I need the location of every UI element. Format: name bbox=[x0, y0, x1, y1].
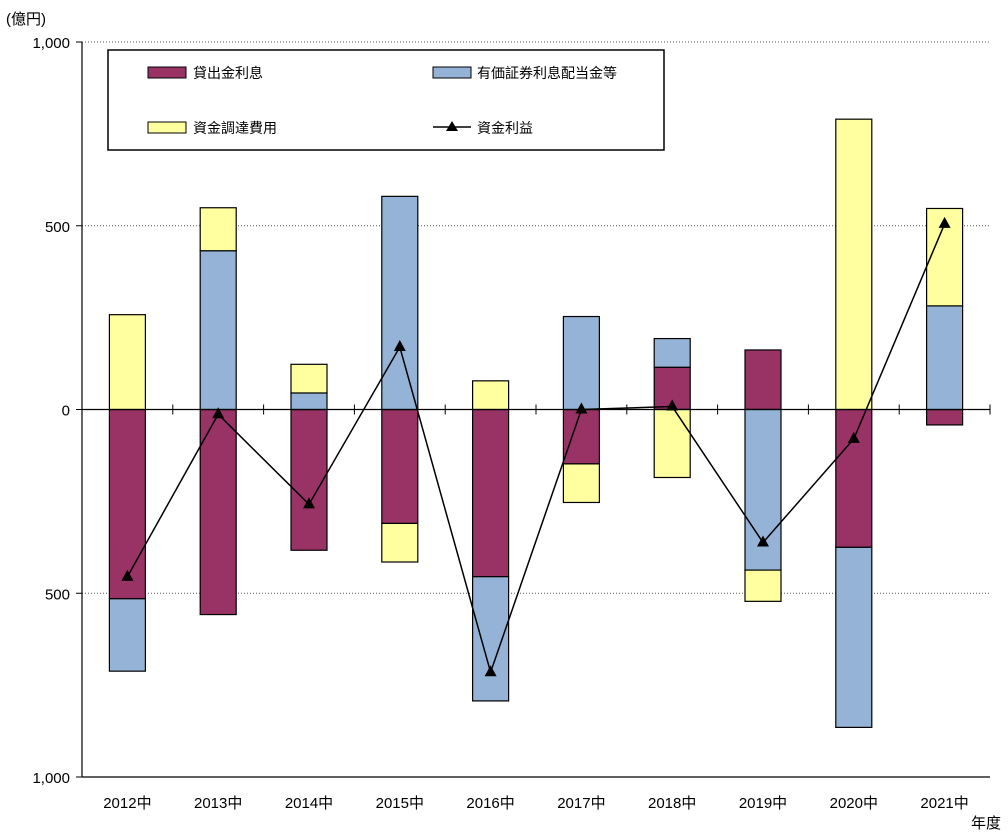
y-tick-label: 1,000 bbox=[32, 35, 70, 52]
legend-swatch-funding-cost bbox=[147, 121, 187, 134]
bar-segment bbox=[108, 598, 147, 672]
bar-series-group bbox=[108, 118, 964, 728]
line-marker bbox=[757, 535, 769, 547]
bar-segment bbox=[199, 408, 237, 616]
bar-segment bbox=[653, 408, 691, 479]
legend-label-securities-interest: 有価証券利息配当金等 bbox=[477, 65, 617, 81]
legend: 貸出金利息 有価証券利息配当金等 資金調達費用 資金利益 bbox=[107, 49, 665, 151]
bar-segment bbox=[381, 195, 419, 411]
bar-segment bbox=[925, 305, 964, 411]
bar-segment bbox=[653, 337, 691, 368]
bar-segment bbox=[744, 569, 782, 602]
line-marker bbox=[938, 216, 951, 228]
x-tick-label: 2021中 bbox=[920, 795, 968, 812]
x-tick-label: 2016中 bbox=[466, 795, 514, 812]
bar-segment bbox=[290, 408, 328, 551]
line-marker bbox=[575, 402, 588, 414]
x-tick-label: 2014中 bbox=[285, 795, 333, 812]
x-axis-label: 年度 bbox=[971, 815, 1001, 832]
x-tick-label: 2013中 bbox=[194, 795, 242, 812]
y-tick-label: 500 bbox=[45, 219, 70, 236]
line-marker bbox=[847, 431, 860, 443]
bar-segment bbox=[108, 408, 147, 600]
bar-segment bbox=[381, 522, 419, 563]
axes: 1,000 500 0 500 1,000 2012中 2013中 2014中 2015中 201… bbox=[32, 35, 991, 812]
line-marker bbox=[212, 407, 225, 419]
x-tick-label: 2017中 bbox=[557, 795, 605, 812]
line-marker bbox=[666, 399, 679, 411]
bar-segment bbox=[381, 408, 419, 525]
bar-segment bbox=[199, 207, 237, 252]
bar-segment bbox=[199, 250, 237, 411]
legend-label-net-interest: 資金利益 bbox=[477, 120, 533, 136]
bar-segment bbox=[472, 380, 510, 411]
bar-segment bbox=[562, 315, 601, 411]
x-tick-label: 2019中 bbox=[739, 795, 787, 812]
legend-label-loan-interest: 貸出金利息 bbox=[193, 65, 263, 81]
x-tick-label: 2020中 bbox=[830, 795, 878, 812]
unit-label: (億円) bbox=[6, 11, 46, 28]
bar-segment bbox=[925, 408, 964, 426]
legend-label-funding-cost: 資金調達費用 bbox=[193, 120, 277, 136]
line-marker bbox=[303, 497, 315, 509]
bar-segment bbox=[744, 349, 782, 411]
y-tick-label: 0 bbox=[62, 403, 70, 420]
y-tick-label: 500 bbox=[45, 586, 70, 603]
line-marker bbox=[121, 569, 134, 581]
bar-segment bbox=[108, 314, 147, 411]
bar-segment bbox=[472, 576, 510, 702]
x-tick-label: 2018中 bbox=[648, 795, 696, 812]
legend-marker-net-interest bbox=[446, 121, 458, 131]
line-marker bbox=[484, 665, 497, 677]
bar-segment bbox=[835, 408, 873, 548]
legend-swatch-loan-interest bbox=[147, 66, 187, 79]
bar-segment bbox=[835, 118, 873, 411]
legend-swatch-securities-interest bbox=[432, 66, 472, 79]
x-tick-label: 2015中 bbox=[376, 795, 424, 812]
x-tick-label: 2012中 bbox=[103, 795, 151, 812]
y-tick-label: 1,000 bbox=[32, 770, 70, 787]
bar-segment bbox=[835, 546, 873, 728]
line-series-group bbox=[121, 216, 951, 677]
bar-segment bbox=[472, 408, 510, 578]
line-marker bbox=[393, 340, 406, 352]
legend-box bbox=[107, 49, 665, 151]
bar-segment bbox=[562, 408, 601, 465]
net-interest-line bbox=[126, 223, 946, 675]
bar-segment bbox=[290, 392, 328, 411]
bar-segment bbox=[562, 463, 601, 504]
bar-segment bbox=[290, 363, 328, 394]
